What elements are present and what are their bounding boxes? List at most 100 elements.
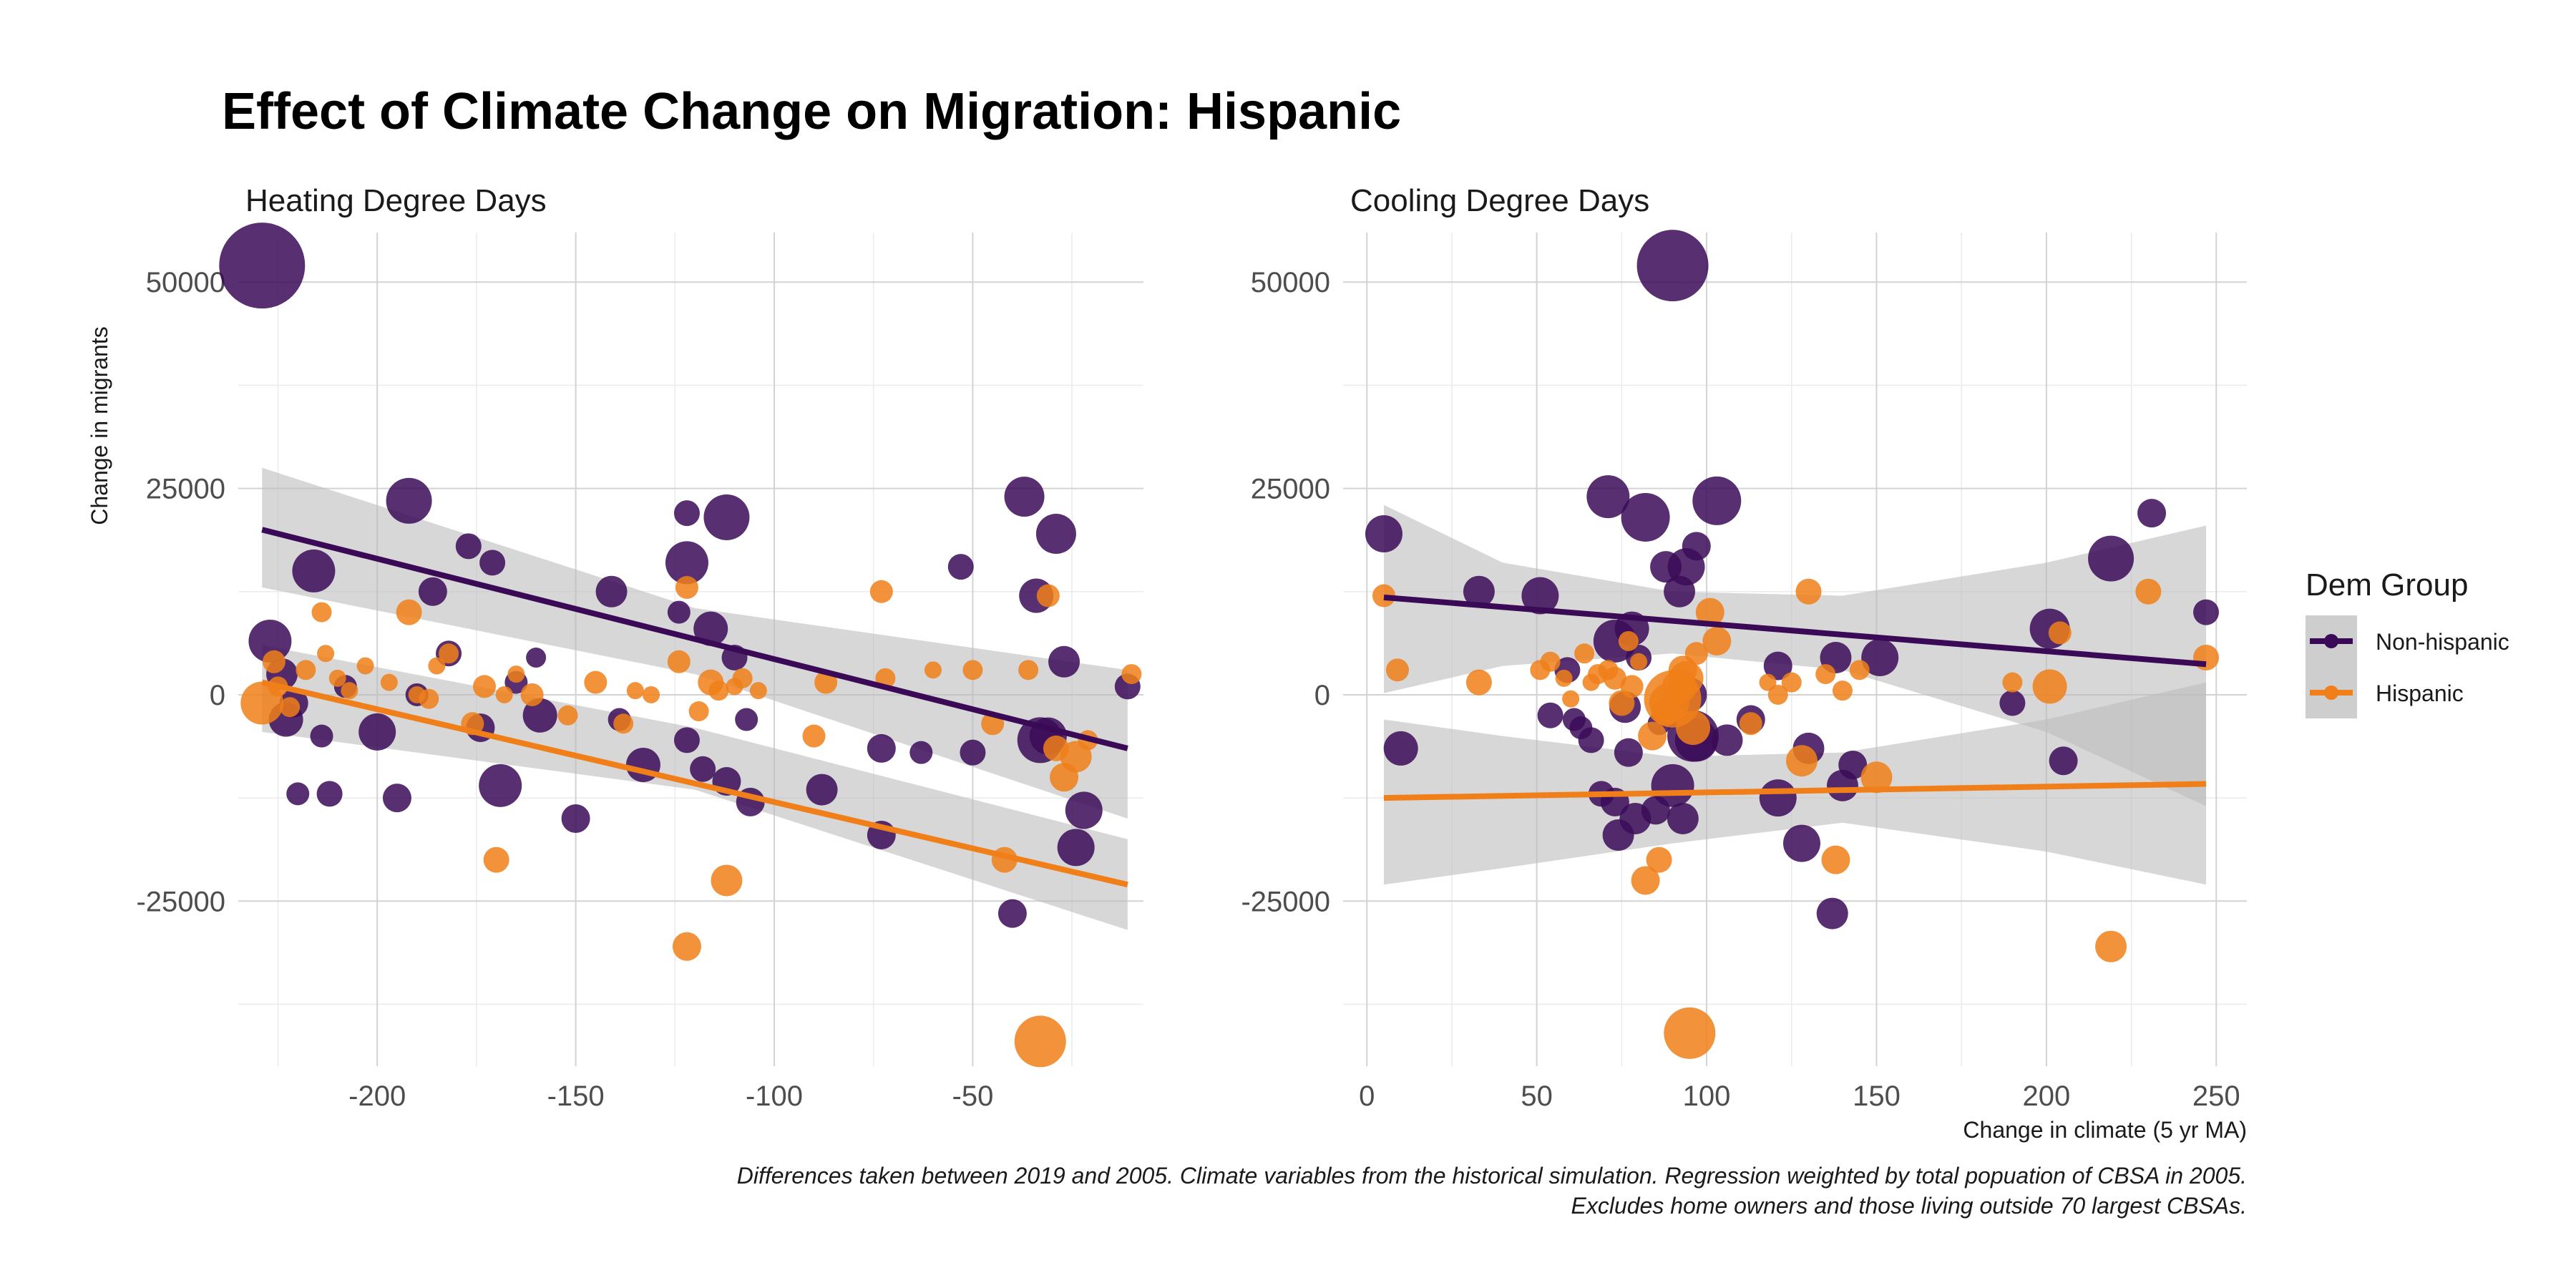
y-tick-label: 50000 [1251,267,1330,298]
data-point-non-hispanic [1586,475,1630,519]
data-point-hispanic [311,602,332,623]
y-tick-label: -25000 [136,886,225,917]
x-tick-label: 250 [2192,1080,2240,1112]
data-point-hispanic [688,701,709,722]
data-point-hispanic [396,599,422,625]
data-point-hispanic [1860,761,1893,794]
data-point-non-hispanic [595,575,628,608]
data-point-non-hispanic [960,739,986,766]
data-point-non-hispanic [2193,599,2220,625]
data-point-hispanic [1630,653,1648,670]
data-point-hispanic [507,665,525,683]
data-point-hispanic [869,580,893,603]
data-point-hispanic [802,724,826,748]
x-tick-label: 100 [1683,1080,1731,1112]
data-point-non-hispanic [455,533,482,560]
data-point-hispanic [1702,626,1732,655]
data-point-non-hispanic [561,804,590,833]
x-tick-label: 200 [2022,1080,2070,1112]
data-point-non-hispanic [316,781,343,807]
data-point-hispanic [1785,745,1818,777]
data-point-non-hispanic [1365,515,1402,553]
data-point-hispanic [1695,597,1724,627]
data-point-hispanic [419,688,439,709]
trend-line-hispanic [261,679,1128,888]
data-point-non-hispanic [665,541,708,585]
legend-label: Non-hispanic [2376,629,2509,655]
data-point-hispanic [520,683,544,706]
data-point-hispanic [643,686,660,703]
facet-title: Heating Degree Days [245,183,547,218]
data-point-hispanic [1638,721,1667,751]
data-point-hispanic [672,932,701,961]
data-point-hispanic [1372,584,1395,608]
y-tick-label: 0 [1314,680,1330,711]
data-point-hispanic [317,645,335,663]
data-point-hispanic [1676,711,1711,746]
data-point-hispanic [1664,1007,1716,1059]
data-point-hispanic [1795,578,1822,605]
data-point-hispanic [472,675,496,698]
data-point-hispanic [814,670,838,694]
data-point-hispanic [1832,680,1853,701]
data-point-hispanic [296,660,316,680]
caption-line-1: Differences taken between 2019 and 2005.… [737,1163,2247,1189]
data-point-hispanic [2032,669,2067,704]
trend-line-non-hispanic [261,527,1128,751]
data-point-non-hispanic [693,611,728,646]
y-tick-label: 25000 [146,474,225,505]
data-point-non-hispanic [1782,824,1820,862]
facets: Heating Degree Days-200 -150 -100 -50500002… [87,183,2247,1143]
x-tick-label: -100 [746,1080,803,1112]
data-point-non-hispanic [1621,492,1670,542]
data-point-non-hispanic [1838,750,1868,779]
data-point-non-hispanic [806,774,838,806]
data-point-hispanic [1555,669,1573,687]
data-point-non-hispanic [1521,577,1559,615]
data-point-non-hispanic [867,733,896,763]
data-point-non-hispanic [735,708,758,731]
data-point-hispanic [584,670,608,694]
x-tick-label: -50 [952,1080,994,1112]
data-point-non-hispanic [1682,532,1711,561]
data-point-non-hispanic [1383,731,1418,766]
x-tick-label: 150 [1853,1080,1901,1112]
data-point-non-hispanic [1065,791,1103,829]
data-point-non-hispanic [2088,535,2135,582]
data-point-non-hispanic [1048,645,1080,678]
data-point-non-hispanic [1816,897,1848,930]
data-point-hispanic [1121,664,1142,685]
data-point-hispanic [2135,578,2162,605]
data-point-hispanic [1574,643,1595,664]
data-point-hispanic [1767,684,1788,705]
data-point-hispanic [675,575,698,599]
data-point-non-hispanic [947,554,974,580]
data-point-hispanic [483,847,509,873]
data-point-hispanic [1540,651,1561,672]
data-point-non-hispanic [292,549,336,592]
legend-key-point [2324,634,2338,648]
data-point-non-hispanic [526,648,547,668]
data-point-non-hispanic [1004,477,1045,517]
data-point-hispanic [962,660,983,680]
data-point-non-hispanic [1763,651,1792,680]
caption-line-2: Excludes home owners and those living ou… [1571,1193,2247,1219]
data-point-hispanic [1646,847,1672,873]
data-point-hispanic [557,705,578,726]
legend: Dem Group Non-hispanic Hispanic [2306,567,2509,718]
data-point-non-hispanic [1999,690,2026,716]
data-point-hispanic [2193,645,2220,671]
y-tick-label: 50000 [146,267,225,298]
legend-label: Hispanic [2376,680,2464,706]
data-point-hispanic [280,697,301,718]
facet-title: Cooling Degree Days [1350,183,1649,218]
data-point-hispanic [2095,930,2127,962]
data-point-hispanic [667,650,691,673]
data-point-hispanic [2048,621,2072,645]
data-point-hispanic [380,673,398,691]
data-point-non-hispanic [286,782,310,806]
data-point-non-hispanic [1035,514,1076,555]
x-tick-label: -200 [348,1080,406,1112]
y-tick-label: 0 [210,680,225,711]
